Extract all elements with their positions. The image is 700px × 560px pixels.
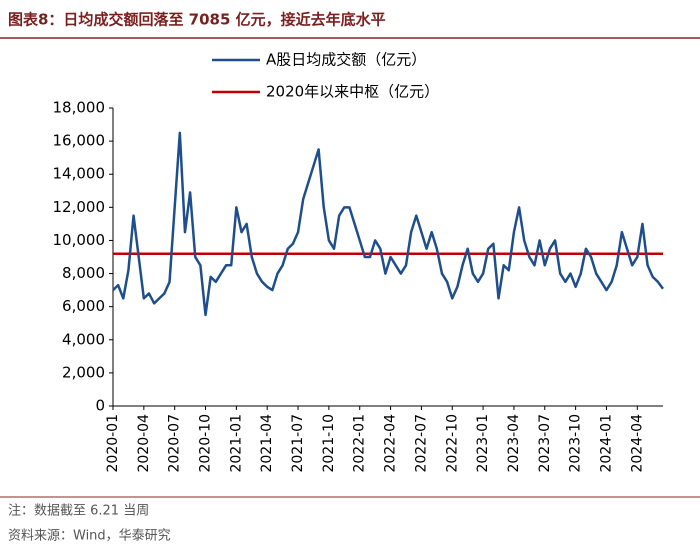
chart-title: 图表8：日均成交额回落至 7085 亿元，接近去年底水平 xyxy=(8,11,386,29)
x-tick-label: 2020-01 xyxy=(105,414,121,473)
y-tick-label: 0 xyxy=(95,397,105,415)
y-tick-label: 2,000 xyxy=(62,363,105,381)
y-tick-label: 8,000 xyxy=(62,264,105,282)
y-tick-label: 16,000 xyxy=(53,132,106,150)
legend-label: A股日均成交额（亿元） xyxy=(266,51,426,69)
x-tick-label: 2024-01 xyxy=(598,414,614,473)
x-tick-label: 2022-01 xyxy=(352,414,368,473)
note: 注：数据截至 6.21 当周 xyxy=(8,504,149,519)
x-tick-label: 2023-04 xyxy=(506,414,522,473)
x-tick-label: 2021-07 xyxy=(290,414,306,473)
y-tick-label: 10,000 xyxy=(53,231,106,249)
x-tick-label: 2024-04 xyxy=(629,414,645,473)
source: 资料来源：Wind，华泰研究 xyxy=(8,529,171,544)
x-tick-label: 2021-10 xyxy=(321,414,337,473)
series-line xyxy=(112,131,665,317)
y-tick-label: 4,000 xyxy=(62,330,105,348)
x-tick-label: 2021-04 xyxy=(259,414,275,473)
x-tick-label: 2022-07 xyxy=(413,414,429,473)
x-tick-label: 2021-01 xyxy=(228,414,244,473)
x-tick-label: 2023-01 xyxy=(475,414,491,473)
x-tick-label: 2022-04 xyxy=(383,414,399,473)
x-tick-label: 2022-10 xyxy=(444,414,460,473)
y-tick-label: 14,000 xyxy=(53,165,106,183)
x-tick-label: 2020-10 xyxy=(198,414,214,473)
legend-label: 2020年以来中枢（亿元） xyxy=(266,83,439,101)
x-tick-label: 2020-07 xyxy=(167,414,183,473)
y-tick-label: 12,000 xyxy=(53,198,106,216)
x-tick-label: 2023-10 xyxy=(568,414,584,473)
y-tick-label: 6,000 xyxy=(62,297,105,315)
y-tick-label: 18,000 xyxy=(53,99,106,117)
x-tick-label: 2020-04 xyxy=(136,414,152,473)
x-tick-label: 2023-07 xyxy=(537,414,553,473)
